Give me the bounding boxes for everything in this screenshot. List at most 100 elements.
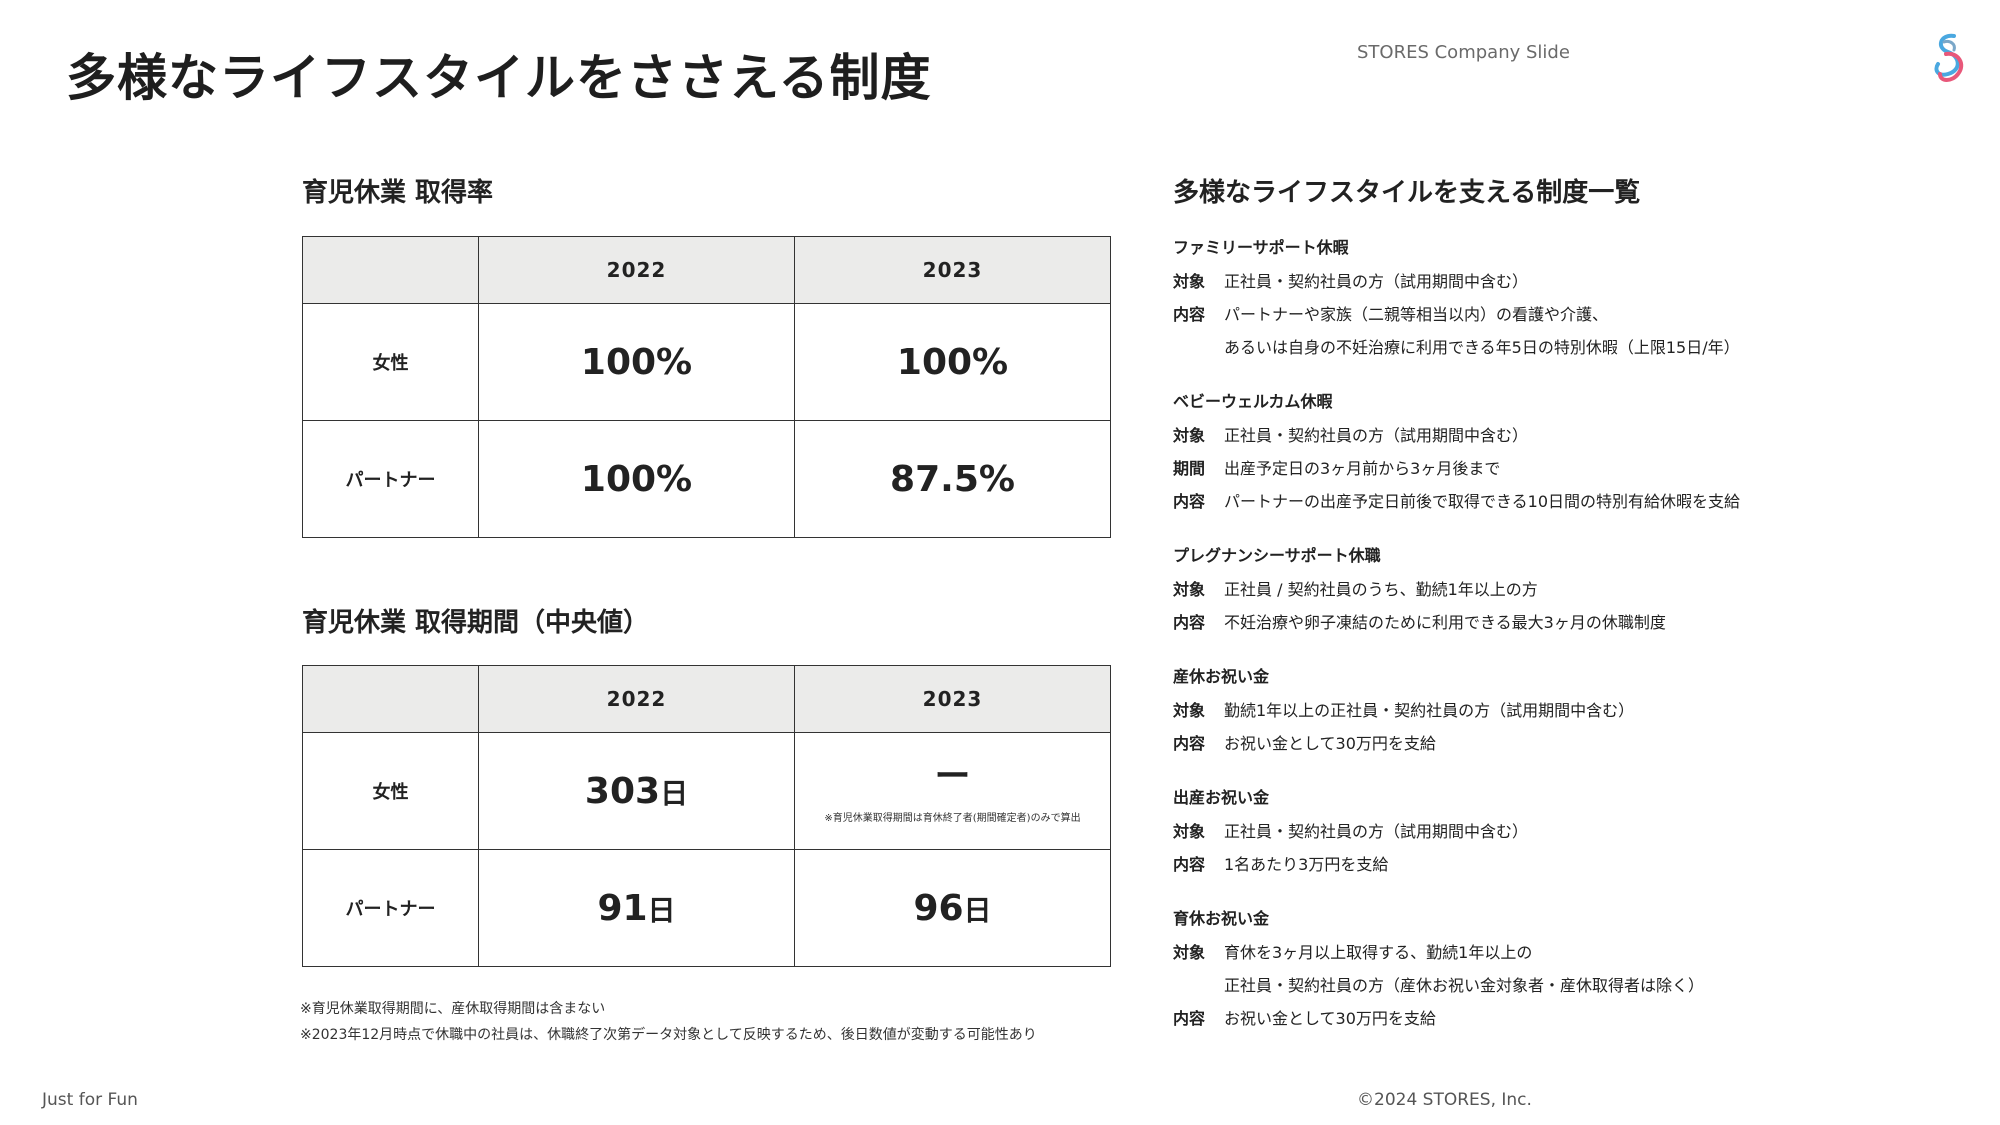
footer-tagline: Just for Fun [42, 1090, 138, 1110]
system-line: 対象 育休を3ヶ月以上取得する、勤続1年以上の [1173, 936, 1973, 969]
row-label: 女性 [302, 732, 479, 850]
table-row: パートナー 100% 87.5% [302, 420, 1111, 538]
line-label: 対象 [1173, 701, 1206, 720]
table-row: 女性 303日 ー ※育児休業取得期間は育休終了者(期間確定者)のみで算出 [302, 732, 1111, 850]
line-text: 正社員・契約社員の方（産休お祝い金対象者・産休取得者は除く） [1224, 976, 1705, 995]
line-text: 正社員 / 契約社員のうち、勤続1年以上の方 [1224, 580, 1538, 599]
line-text: お祝い金として30万円を支給 [1224, 734, 1436, 753]
leave-period-heading: 育児休業 取得期間（中央値） [302, 608, 650, 638]
header-cell: 2023 [794, 236, 1111, 304]
table-header-row: 2022 2023 [302, 665, 1111, 733]
line-text: 不妊治療や卵子凍結のために利用できる最大3ヶ月の休職制度 [1224, 613, 1666, 632]
header-cell [302, 236, 479, 304]
system-line: 対象 正社員・契約社員の方（試用期間中含む） [1173, 265, 1973, 298]
value-unit: 日 [963, 893, 992, 927]
system-item: 育休お祝い金 対象 育休を3ヶ月以上取得する、勤続1年以上の 正社員・契約社員の方… [1173, 902, 1973, 1035]
line-text: 出産予定日の3ヶ月前から3ヶ月後まで [1224, 459, 1501, 478]
value-cell: ー ※育児休業取得期間は育休終了者(期間確定者)のみで算出 [794, 732, 1111, 850]
system-title: ファミリーサポート休暇 [1173, 238, 1349, 257]
footer-copyright: ©2024 STORES, Inc. [1357, 1090, 1532, 1110]
system-line: 内容 不妊治療や卵子凍結のために利用できる最大3ヶ月の休職制度 [1173, 606, 1973, 639]
footnote: ※2023年12月時点で休職中の社員は、休職終了次第データ対象として反映するため… [300, 1027, 1037, 1043]
header-cell: 2022 [478, 236, 795, 304]
line-label: 対象 [1173, 822, 1206, 841]
line-text: あるいは自身の不妊治療に利用できる年5日の特別休暇（上限15日/年） [1224, 338, 1740, 357]
value-number: 91 [597, 887, 648, 929]
system-title: 育休お祝い金 [1173, 909, 1270, 928]
system-item: 産休お祝い金 対象 勤続1年以上の正社員・契約社員の方（試用期間中含む） 内容 お祝… [1173, 660, 1973, 760]
line-label: 対象 [1173, 272, 1206, 291]
value-number: 96 [913, 887, 964, 929]
row-label: パートナー [302, 849, 479, 967]
leave-period-table: 2022 2023 女性 303日 ー ※育児休業取得期間は育休終了者(期間確定… [302, 665, 1111, 967]
line-label: 内容 [1173, 305, 1206, 324]
system-item: ベビーウェルカム休暇 対象 正社員・契約社員の方（試用期間中含む） 期間 出産予定日… [1173, 385, 1973, 518]
line-label: 内容 [1173, 855, 1206, 874]
brand-label: STORES Company Slide [1357, 42, 1570, 63]
line-text: 育休を3ヶ月以上取得する、勤続1年以上の [1224, 943, 1533, 962]
system-line: 内容 1名あたり3万円を支給 [1173, 848, 1973, 881]
header-cell [302, 665, 479, 733]
line-label: 対象 [1173, 426, 1206, 445]
system-line: 対象 正社員 / 契約社員のうち、勤続1年以上の方 [1173, 573, 1973, 606]
stores-logo-icon [1934, 33, 1964, 82]
system-line: 内容 パートナーの出産予定日前後で取得できる10日間の特別有給休暇を支給 [1173, 485, 1973, 518]
line-text: お祝い金として30万円を支給 [1224, 1009, 1436, 1028]
footnote: ※育児休業取得期間に、産休取得期間は含まない [300, 1001, 606, 1017]
system-line: あるいは自身の不妊治療に利用できる年5日の特別休暇（上限15日/年） [1173, 331, 1973, 364]
line-text: パートナーの出産予定日前後で取得できる10日間の特別有給休暇を支給 [1224, 492, 1741, 511]
line-label: 内容 [1173, 734, 1206, 753]
line-label: 期間 [1173, 459, 1206, 478]
line-label: 対象 [1173, 943, 1206, 962]
line-text: 1名あたり3万円を支給 [1224, 855, 1389, 874]
no-data-dash: ー [934, 755, 971, 797]
line-label: 対象 [1173, 580, 1206, 599]
value-cell: 96日 [794, 849, 1111, 967]
systems-heading: 多様なライフスタイルを支える制度一覧 [1173, 178, 1641, 208]
leave-rate-heading: 育児休業 取得率 [302, 178, 494, 208]
line-label: 内容 [1173, 492, 1206, 511]
leave-rate-table: 2022 2023 女性 100% 100% パートナー 100% 87.5% [302, 236, 1111, 538]
value-cell: 100% [478, 420, 795, 538]
page-title: 多様なライフスタイルをささえる制度 [66, 49, 932, 107]
table-header-row: 2022 2023 [302, 236, 1111, 304]
system-line: 正社員・契約社員の方（産休お祝い金対象者・産休取得者は除く） [1173, 969, 1973, 1002]
header-cell: 2023 [794, 665, 1111, 733]
line-text: パートナーや家族（二親等相当以内）の看護や介護、 [1224, 305, 1609, 324]
systems-list: 多様なライフスタイルを支える制度一覧 ファミリーサポート休暇 対象 正社員・契約社… [1173, 172, 1973, 1056]
system-line: 内容 お祝い金として30万円を支給 [1173, 1002, 1973, 1035]
line-label: 内容 [1173, 1009, 1206, 1028]
line-label [1173, 331, 1224, 364]
value-cell: 100% [794, 303, 1111, 421]
system-line: 期間 出産予定日の3ヶ月前から3ヶ月後まで [1173, 452, 1973, 485]
system-line: 対象 正社員・契約社員の方（試用期間中含む） [1173, 815, 1973, 848]
system-item: 出産お祝い金 対象 正社員・契約社員の方（試用期間中含む） 内容 1名あたり3万円を… [1173, 781, 1973, 881]
value-number: 303 [584, 770, 661, 812]
line-text: 正社員・契約社員の方（試用期間中含む） [1224, 426, 1529, 445]
line-text: 勤続1年以上の正社員・契約社員の方（試用期間中含む） [1224, 701, 1635, 720]
value-cell: 87.5% [794, 420, 1111, 538]
system-item: ファミリーサポート休暇 対象 正社員・契約社員の方（試用期間中含む） 内容 パートナ… [1173, 231, 1973, 364]
line-text: 正社員・契約社員の方（試用期間中含む） [1224, 822, 1529, 841]
value-unit: 日 [660, 776, 689, 810]
table-row: 女性 100% 100% [302, 303, 1111, 421]
system-line: 対象 正社員・契約社員の方（試用期間中含む） [1173, 419, 1973, 452]
system-title: 産休お祝い金 [1173, 667, 1270, 686]
line-label [1173, 969, 1224, 1002]
system-item: プレグナンシーサポート休職 対象 正社員 / 契約社員のうち、勤続1年以上の方 内… [1173, 539, 1973, 639]
system-line: 対象 勤続1年以上の正社員・契約社員の方（試用期間中含む） [1173, 694, 1973, 727]
system-title: ベビーウェルカム休暇 [1173, 392, 1333, 411]
table-row: パートナー 91日 96日 [302, 849, 1111, 967]
value-unit: 日 [647, 893, 676, 927]
header-cell: 2022 [478, 665, 795, 733]
system-line: 内容 パートナーや家族（二親等相当以内）の看護や介護、 [1173, 298, 1973, 331]
value-cell: 303日 [478, 732, 795, 850]
line-text: 正社員・契約社員の方（試用期間中含む） [1224, 272, 1529, 291]
value-cell: 91日 [478, 849, 795, 967]
system-line: 内容 お祝い金として30万円を支給 [1173, 727, 1973, 760]
row-label: パートナー [302, 420, 479, 538]
value-cell: 100% [478, 303, 795, 421]
line-label: 内容 [1173, 613, 1206, 632]
system-title: 出産お祝い金 [1173, 788, 1270, 807]
cell-footnote: ※育児休業取得期間は育休終了者(期間確定者)のみで算出 [824, 812, 1081, 824]
